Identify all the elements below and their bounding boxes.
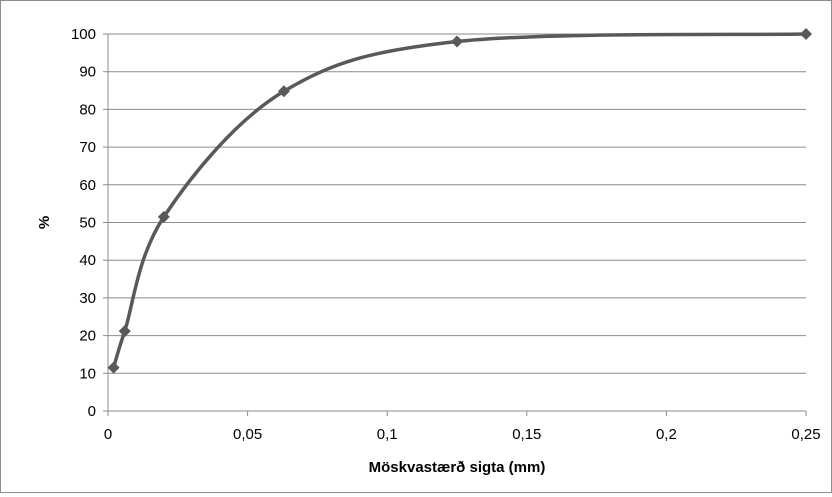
y-tick-label-70: 70 bbox=[79, 139, 96, 156]
data-point-1 bbox=[118, 325, 131, 338]
data-point-5 bbox=[800, 28, 812, 40]
y-tick-label-20: 20 bbox=[79, 328, 96, 345]
data-point-3 bbox=[277, 85, 290, 98]
gridlines bbox=[108, 33, 806, 374]
data-point-0 bbox=[107, 361, 120, 374]
x-tick-label-0,25: 0,25 bbox=[791, 426, 820, 443]
x-tick-label-0,2: 0,2 bbox=[656, 426, 677, 443]
x-axis-label: Möskvastærð sigta (mm) bbox=[369, 459, 546, 476]
data-point-2 bbox=[157, 210, 170, 223]
series-line bbox=[111, 32, 808, 370]
y-tick-label-80: 80 bbox=[79, 101, 96, 118]
x-tick-label-0,1: 0,1 bbox=[377, 426, 398, 443]
data-markers bbox=[107, 28, 812, 374]
x-tick-label-0,05: 0,05 bbox=[233, 426, 262, 443]
x-tick-labels: 0 0,05 0,1 0,15 0,2 0,25 bbox=[104, 426, 821, 443]
y-tick-labels: 0 10 20 30 40 50 60 70 80 90 100 bbox=[71, 26, 96, 420]
axes bbox=[103, 33, 807, 416]
y-tick-label-0: 0 bbox=[88, 403, 96, 420]
data-point-4 bbox=[451, 35, 463, 48]
y-tick-label-90: 90 bbox=[79, 64, 96, 81]
y-axis-label: % bbox=[36, 216, 53, 229]
y-tick-label-100: 100 bbox=[71, 26, 96, 43]
y-tick-label-60: 60 bbox=[79, 177, 96, 194]
y-tick-label-30: 30 bbox=[79, 290, 96, 307]
x-tick-label-0,15: 0,15 bbox=[512, 426, 541, 443]
y-tick-label-50: 50 bbox=[79, 215, 96, 232]
x-tick-label-0: 0 bbox=[104, 426, 112, 443]
y-tick-label-10: 10 bbox=[79, 365, 96, 382]
y-tick-label-40: 40 bbox=[79, 252, 96, 269]
